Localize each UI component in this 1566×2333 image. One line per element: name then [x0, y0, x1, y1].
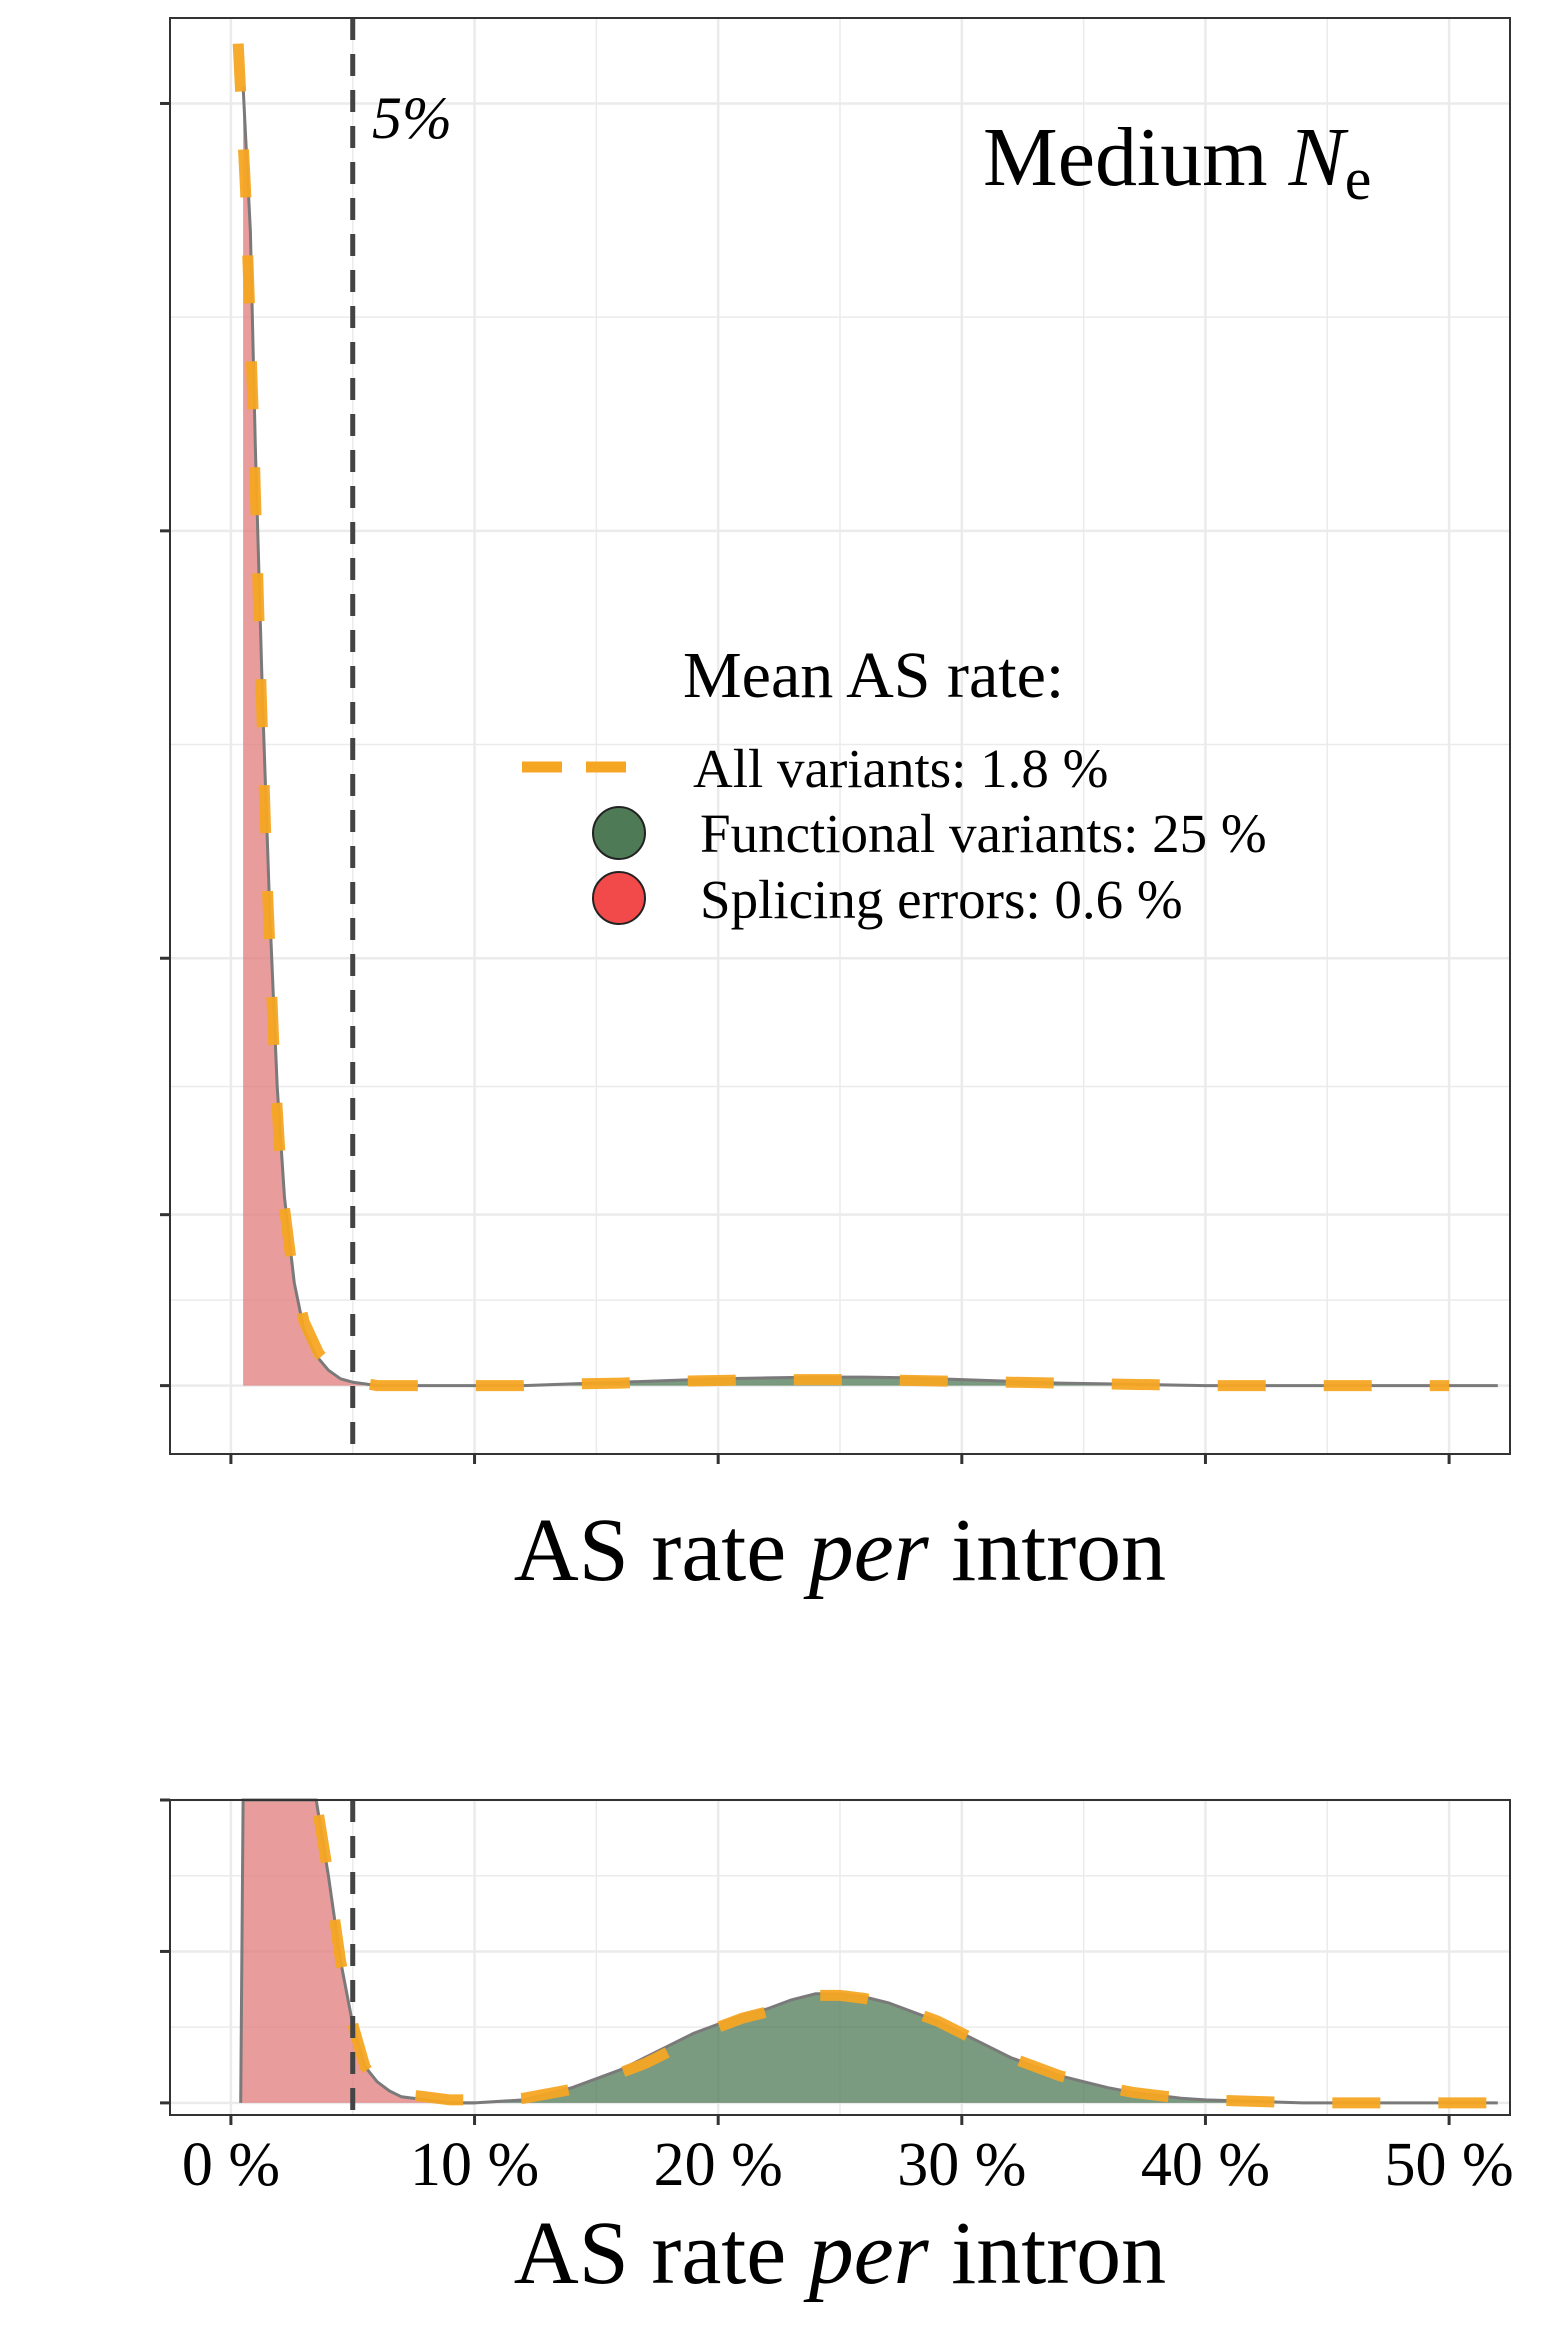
legend-label-splicing-errors: Splicing errors: 0.6 %: [700, 869, 1183, 930]
top-x-axis-label-part-2: per: [803, 1501, 930, 1600]
legend-label-all-variants: All variants: 1.8 %: [693, 738, 1108, 799]
legend: Mean AS rate: All variants: 1.8 % Functi…: [522, 639, 1267, 930]
legend-title: Mean AS rate:: [683, 639, 1064, 712]
threshold-label: 5%: [372, 85, 452, 151]
bottom-x-axis-label: AS rate per intron: [514, 2204, 1166, 2303]
legend-functional-variants-key: [592, 806, 646, 860]
bottom-x-axis-label-part-2: per: [803, 2204, 930, 2303]
panel-title: Medium Ne: [983, 111, 1371, 212]
bottom-panel-border: [169, 1799, 1511, 2116]
line-all-variants: [232, 43, 1450, 1392]
top-panel-border: [169, 17, 1511, 1455]
bottom-x-axis-label-part-3: intron: [929, 2204, 1166, 2303]
density-line-functional-variants: [450, 1992, 1498, 2105]
top-panel: 5% Medium Ne Mean AS rate: All variants:…: [160, 17, 1511, 1600]
bottom-panel: 0 % 10 % 20 % 30 % 40 % 50 % AS rate per intr…: [160, 1798, 1514, 2303]
bottom-series: [239, 1798, 1498, 2109]
x-tick-label: 30 %: [897, 2131, 1026, 2199]
panel-title-italic: N: [1288, 111, 1349, 204]
panel-title-main: Medium: [983, 111, 1289, 204]
bottom-x-axis-label-part-1: AS rate: [514, 2204, 809, 2303]
bottom-y-ticks: [160, 1798, 170, 2105]
area-functional-variants: [450, 1993, 1498, 2103]
bottom-x-ticks: 0 % 10 % 20 % 30 % 40 % 50 %: [182, 2115, 1514, 2199]
top-x-axis-label-part-3: intron: [929, 1501, 1166, 1600]
line-all-variants: [313, 1814, 1498, 2109]
density-line-splicing-errors: [241, 86, 378, 1388]
top-y-ticks: [160, 101, 170, 1388]
area-splicing-errors: [243, 86, 378, 1386]
legend-splicing-errors-key: [592, 871, 646, 925]
x-tick-label: 0 %: [182, 2131, 280, 2199]
top-x-axis-label-part-1: AS rate: [514, 1501, 809, 1600]
top-grid: [170, 18, 1510, 1454]
panel-title-subscript: e: [1345, 146, 1372, 212]
area-splicing-errors: [240, 1800, 475, 2103]
x-tick-label: 40 %: [1141, 2131, 1270, 2199]
legend-label-functional-variants: Functional variants: 25 %: [700, 803, 1267, 864]
top-x-axis-label: AS rate per intron: [514, 1501, 1166, 1600]
top-series: [232, 43, 1498, 1392]
x-tick-label: 10 %: [410, 2131, 539, 2199]
top-x-ticks: [229, 1454, 1451, 1464]
x-tick-label: 20 %: [654, 2131, 783, 2199]
x-tick-label: 50 %: [1385, 2131, 1514, 2199]
